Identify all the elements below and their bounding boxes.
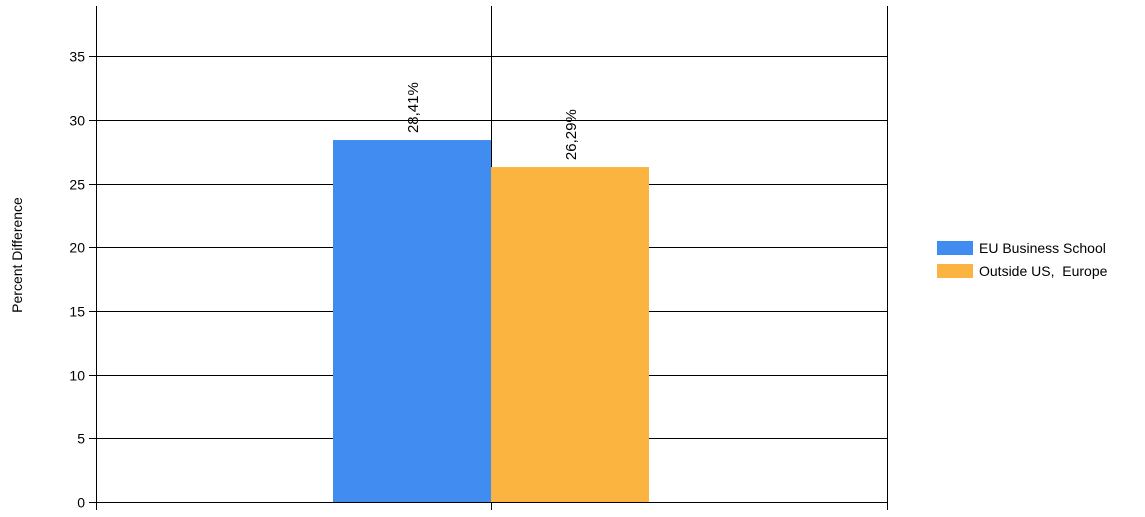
bar <box>333 140 491 503</box>
y-tick-label: 25 <box>69 177 85 193</box>
data-label: 28,41% <box>405 82 422 133</box>
y-tick-label: 30 <box>69 113 85 129</box>
bar <box>491 167 649 502</box>
y-tick-label: 10 <box>69 368 85 384</box>
data-label: 26,29% <box>563 109 580 160</box>
bars-layer <box>333 140 649 503</box>
legend-label: EU Business School <box>979 240 1106 256</box>
y-axis-title: Percent Difference <box>9 197 25 313</box>
y-tick-label: 5 <box>77 431 85 447</box>
legend-label: Outside US, Europe <box>979 263 1108 279</box>
axis-layer: 0 5 10 15 20 25 30 35 <box>69 49 887 511</box>
legend: EU Business School Outside US, Europe <box>937 240 1108 279</box>
y-tick-label: 0 <box>77 495 85 511</box>
legend-swatch <box>937 264 973 278</box>
data-labels-layer: 28,41% 26,29% <box>405 82 580 160</box>
y-tick-label: 15 <box>69 304 85 320</box>
y-tick-label: 35 <box>69 49 85 65</box>
y-tick-label: 20 <box>69 240 85 256</box>
legend-swatch <box>937 241 973 255</box>
